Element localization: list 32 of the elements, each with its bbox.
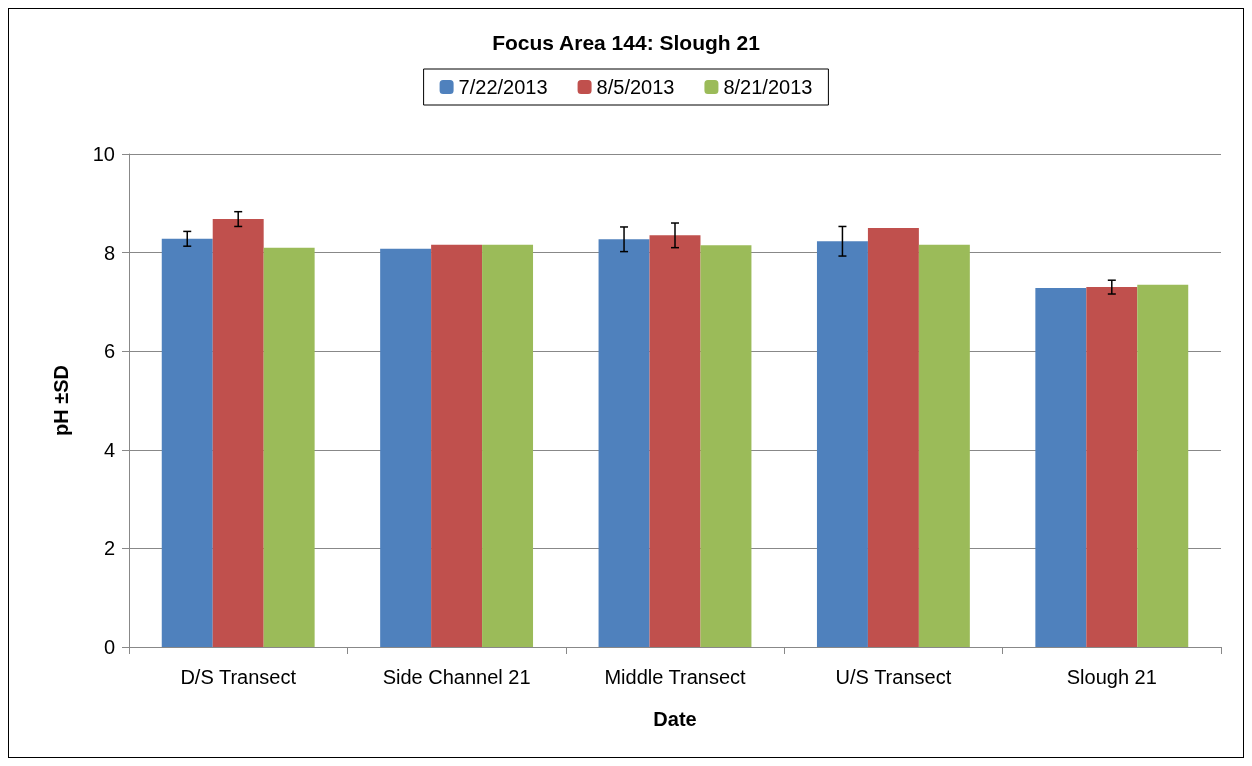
bar: [212, 219, 264, 647]
legend-label: 7/22/2013: [458, 76, 548, 98]
x-tick-label: D/S Transect: [180, 666, 297, 688]
bar: [918, 244, 970, 647]
bar: [1137, 284, 1189, 647]
y-tick-label: 0: [103, 636, 115, 658]
bar: [816, 241, 868, 647]
bar: [598, 239, 650, 647]
y-tick-label: 4: [103, 438, 115, 461]
bar: [380, 248, 432, 647]
y-axis-title: pH ±SD: [50, 365, 72, 436]
bar: [161, 238, 213, 647]
bar: [1035, 288, 1087, 647]
y-tick-label: 6: [103, 340, 115, 363]
y-tick-label: 2: [103, 537, 115, 560]
legend-label: 8/21/2013: [723, 76, 813, 98]
bar: [867, 227, 919, 647]
x-tick-label: Slough 21: [1066, 666, 1157, 688]
chart-title: Focus Area 144: Slough 21: [492, 31, 761, 54]
y-tick-label: 8: [103, 241, 115, 264]
bar: [263, 247, 315, 647]
legend-label: 8/5/2013: [596, 76, 675, 98]
y-tick-label: 10: [92, 143, 115, 165]
x-tick-label: U/S Transect: [835, 666, 952, 688]
bar: [1086, 287, 1138, 647]
bar: [431, 244, 483, 647]
x-tick-label: Middle Transect: [604, 666, 747, 688]
bar: [482, 244, 534, 647]
x-tick-label: Side Channel 21: [382, 666, 531, 688]
bar: [700, 245, 752, 647]
bar: [649, 235, 701, 647]
x-axis-title: Date: [653, 708, 697, 730]
